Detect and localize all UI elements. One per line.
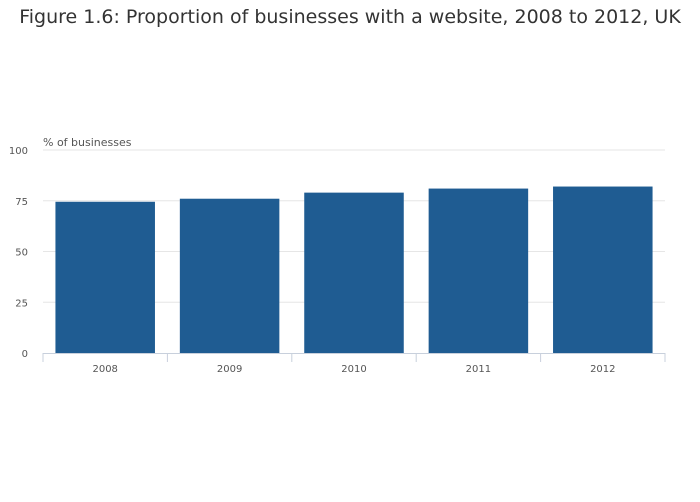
x-tick-label-2009: 2009 [217,364,242,375]
x-tick-label-2010: 2010 [341,364,366,375]
y-tick-label-75: 75 [15,197,28,208]
bar-2011 [428,188,529,353]
bar-2009 [179,198,280,353]
bar-layer [55,186,653,353]
y-tick-label-100: 100 [9,146,28,157]
y-tick-label-50: 50 [15,248,28,259]
x-tick-label-2012: 2012 [590,364,615,375]
y-tick-label-0: 0 [22,349,28,360]
x-tick-label-2008: 2008 [92,364,117,375]
x-tick-label-2011: 2011 [466,364,491,375]
y-tick-label-25: 25 [15,298,28,309]
bar-2010 [304,192,404,353]
bar-2008 [55,201,155,353]
chart-title: Figure 1.6: Proportion of businesses wit… [19,6,681,28]
y-axis-label: % of businesses [43,136,132,149]
axis-layer: 0 25 50 75 100 2008 2009 2010 2011 2012 [9,146,666,375]
bar-2012 [553,186,653,353]
